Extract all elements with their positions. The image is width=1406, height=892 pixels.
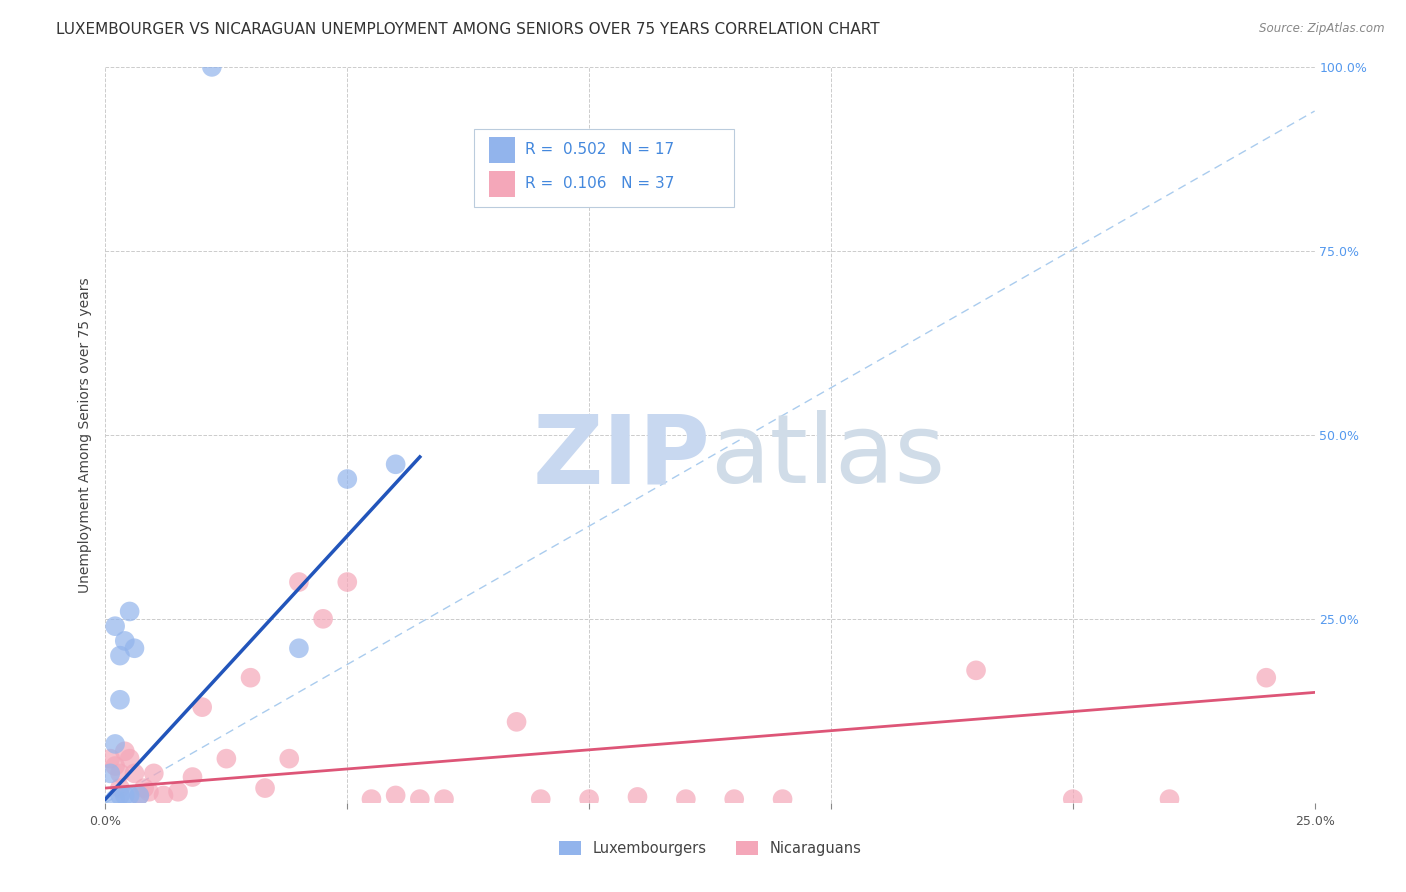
Text: atlas: atlas (710, 410, 945, 503)
Point (1256, 671, 1278, 685)
FancyBboxPatch shape (474, 129, 734, 207)
Point (772, 792, 794, 806)
Point (118, 605, 141, 619)
Text: R =  0.502   N = 17: R = 0.502 N = 17 (524, 142, 673, 157)
Point (108, 789, 131, 803)
Y-axis label: Unemployment Among Seniors over 75 years: Unemployment Among Seniors over 75 years (79, 277, 93, 592)
Bar (489, 171, 516, 197)
Point (288, 641, 311, 656)
Point (215, 751, 238, 765)
Point (104, 737, 127, 751)
Point (108, 766, 131, 780)
Point (114, 633, 136, 648)
Point (433, 792, 456, 806)
Legend: Luxembourgers, Nicaraguans: Luxembourgers, Nicaraguans (553, 835, 868, 862)
Point (128, 789, 150, 803)
Point (108, 692, 131, 706)
Point (104, 619, 127, 633)
Point (134, 781, 156, 796)
Point (360, 792, 382, 806)
Text: ZIP: ZIP (531, 410, 710, 503)
Point (312, 612, 335, 626)
Text: LUXEMBOURGER VS NICARAGUAN UNEMPLOYMENT AMONG SENIORS OVER 75 YEARS CORRELATION : LUXEMBOURGER VS NICARAGUAN UNEMPLOYMENT … (56, 22, 880, 37)
Point (128, 789, 150, 803)
Point (384, 789, 406, 803)
Point (336, 575, 359, 590)
Bar (489, 136, 516, 162)
Point (384, 457, 406, 471)
Point (675, 792, 697, 806)
Point (723, 792, 745, 806)
Point (114, 789, 136, 803)
Point (138, 785, 160, 799)
Point (114, 744, 136, 758)
Point (118, 789, 141, 803)
Point (626, 789, 648, 804)
Point (104, 759, 127, 773)
Point (578, 792, 600, 806)
Point (181, 770, 204, 784)
Point (98, 751, 121, 765)
Text: Source: ZipAtlas.com: Source: ZipAtlas.com (1260, 22, 1385, 36)
Point (505, 714, 527, 729)
Point (142, 766, 165, 780)
Point (152, 789, 174, 803)
Point (124, 766, 146, 780)
Point (336, 472, 359, 486)
Point (104, 792, 127, 806)
Point (118, 751, 141, 765)
Point (254, 781, 277, 796)
Text: R =  0.106   N = 37: R = 0.106 N = 37 (524, 176, 675, 191)
Point (530, 792, 553, 806)
Point (191, 700, 214, 714)
Point (124, 641, 146, 656)
Point (108, 648, 131, 663)
Point (288, 575, 311, 590)
Point (1159, 792, 1181, 806)
Point (239, 671, 262, 685)
Point (965, 664, 987, 678)
Point (409, 792, 432, 806)
Point (201, 60, 224, 74)
Point (98, 766, 121, 780)
Point (167, 785, 190, 799)
Point (1062, 792, 1084, 806)
Point (278, 751, 301, 765)
Point (108, 781, 131, 796)
